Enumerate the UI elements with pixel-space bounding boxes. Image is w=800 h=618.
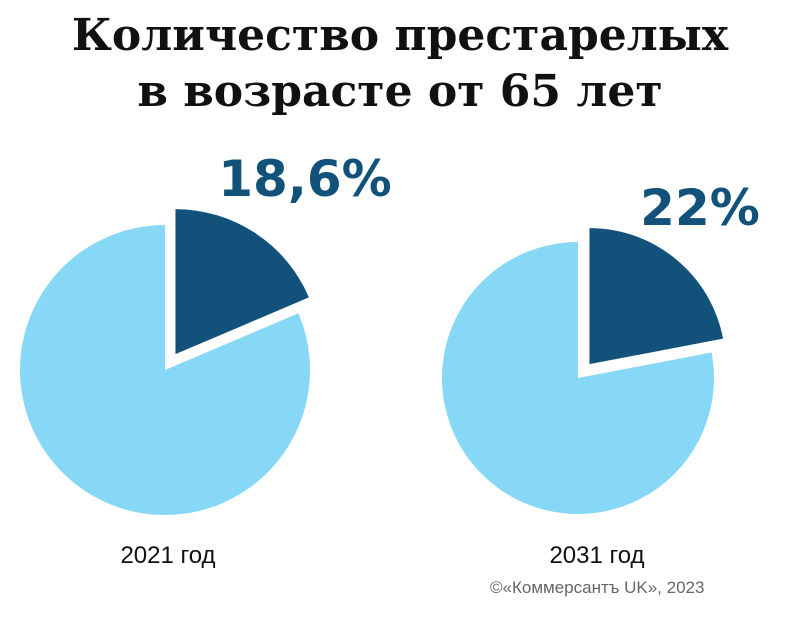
pie-2-slice-2	[441, 242, 714, 514]
copyright-credit: ©«Коммерсантъ UK», 2023	[490, 578, 705, 597]
chart-title-line-2: в возрасте от 65 лет	[137, 66, 663, 117]
pie-1-slice-2	[20, 225, 310, 515]
chart-title: Количество престарелых в возрасте от 65 …	[0, 8, 800, 120]
chart-title-line-1: Количество престарелых	[71, 10, 729, 61]
pie-2-slice-1	[589, 228, 724, 365]
pie-1-percent-label: 18,6%	[218, 150, 391, 208]
pie-1-slice-1	[175, 209, 309, 355]
pie-2-percent-label: 22%	[640, 179, 760, 237]
pie-1-year-label: 2021 год	[120, 542, 215, 569]
pie-chart-1: 18,6% 2021 год	[20, 150, 392, 569]
pie-chart-2: 22% 2031 год	[441, 179, 760, 569]
pie-2-year-label: 2031 год	[549, 542, 644, 569]
